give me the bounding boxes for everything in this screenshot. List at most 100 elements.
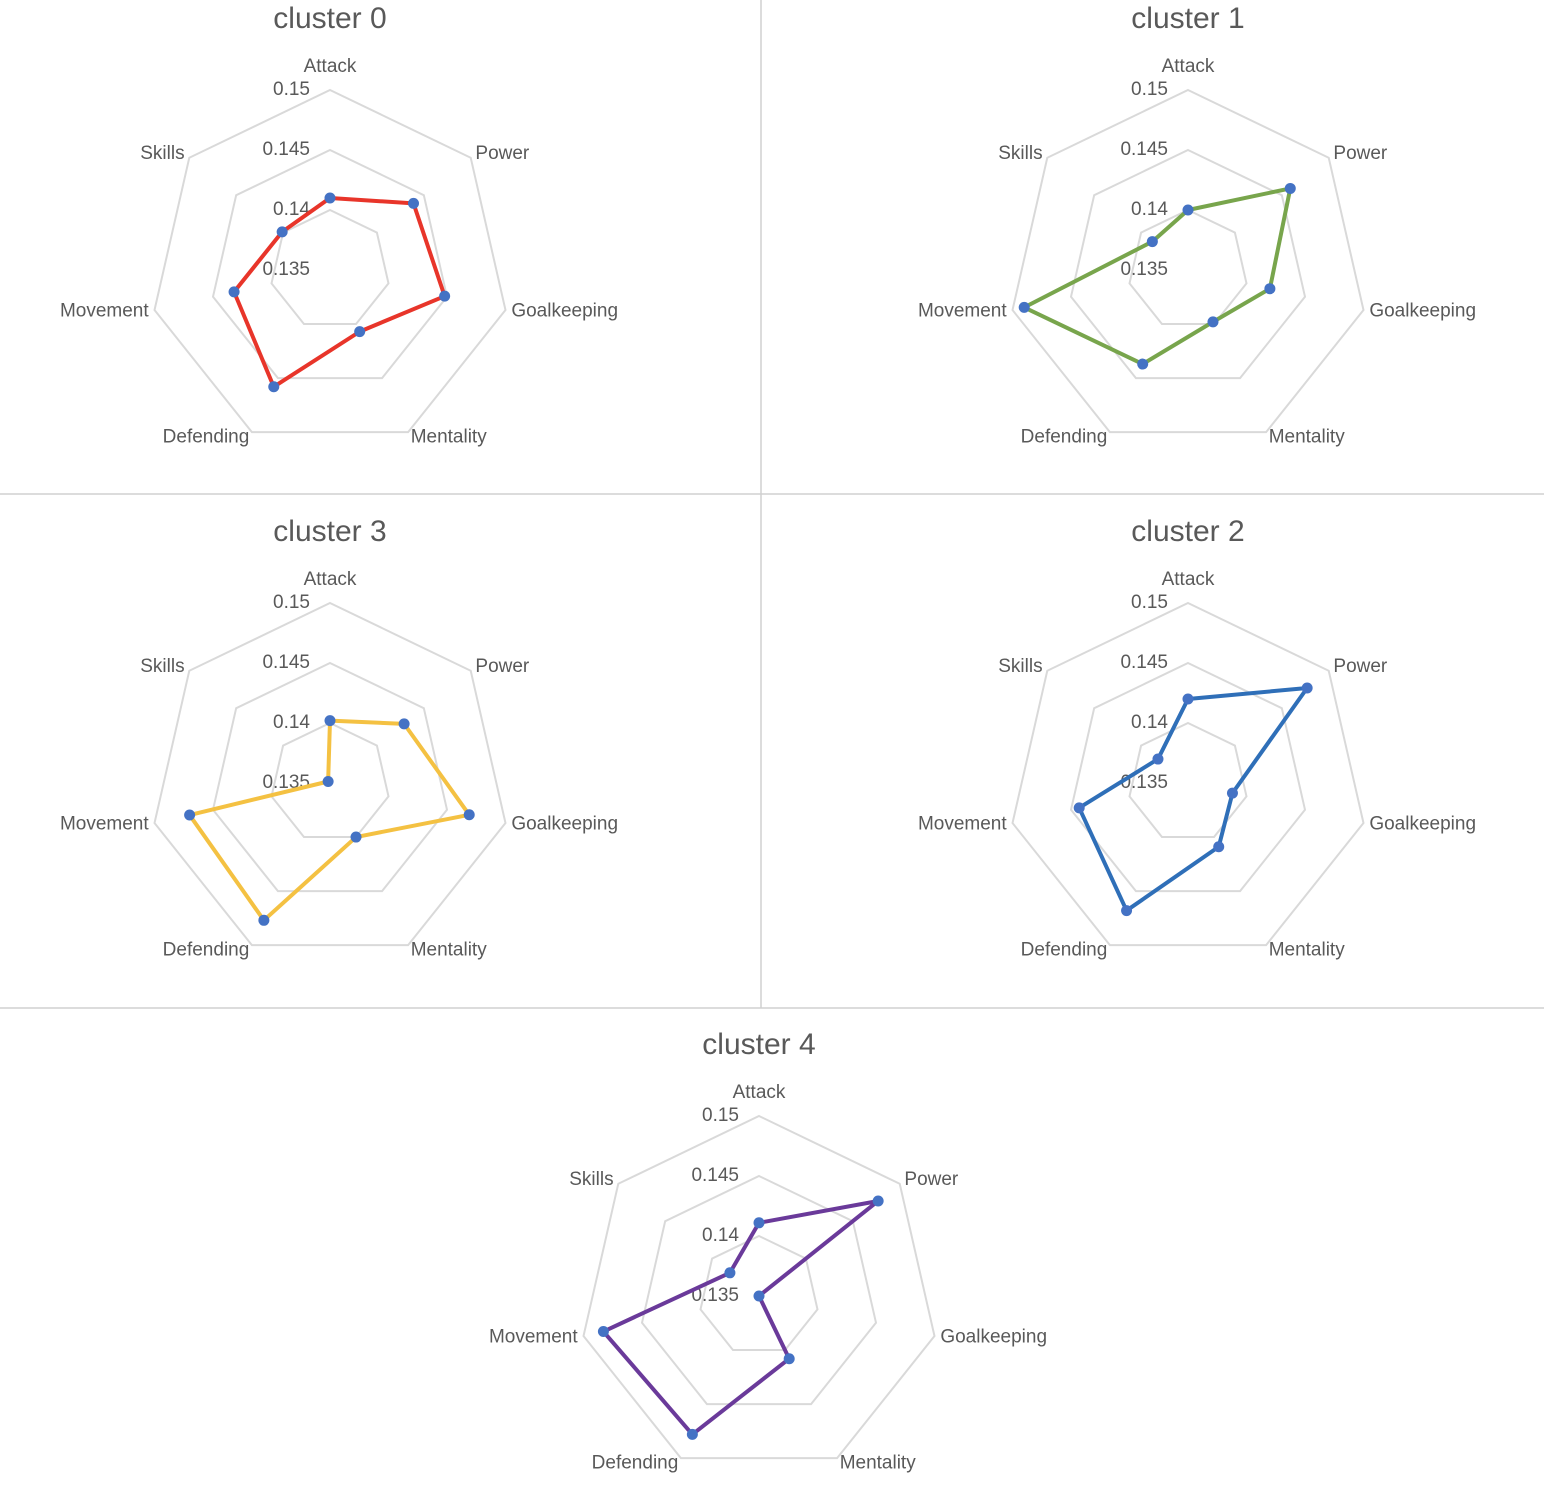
- grid-ring: [153, 601, 507, 947]
- grid-ring: [582, 1114, 936, 1460]
- tick-label: 0.145: [691, 1165, 739, 1186]
- category-label: Skills: [998, 656, 1042, 677]
- marker: [1284, 182, 1296, 194]
- tick-label: 0.15: [702, 1105, 739, 1126]
- marker: [753, 1217, 765, 1229]
- marker: [597, 1326, 609, 1338]
- category-label: Skills: [998, 143, 1042, 164]
- grid-ring: [1011, 601, 1365, 947]
- category-label: Goalkeeping: [1369, 813, 1476, 834]
- category-label: Defending: [163, 940, 250, 961]
- marker: [1182, 204, 1194, 216]
- tick-label: 0.14: [1131, 199, 1168, 220]
- tick-label: 0.145: [1120, 652, 1168, 673]
- category-label: Movement: [918, 300, 1007, 321]
- marker: [1207, 316, 1219, 328]
- category-label: Attack: [1162, 56, 1215, 77]
- marker: [872, 1195, 884, 1207]
- category-label: Goalkeeping: [511, 300, 618, 321]
- marker: [268, 381, 280, 393]
- marker: [686, 1428, 698, 1440]
- marker: [407, 197, 419, 209]
- chart-title: cluster 4: [702, 1028, 815, 1061]
- tick-label: 0.135: [691, 1285, 739, 1306]
- marker: [354, 326, 366, 338]
- series-line: [187, 718, 472, 923]
- marker: [439, 290, 451, 302]
- marker: [1152, 753, 1164, 765]
- series-line: [1077, 685, 1310, 913]
- marker: [276, 226, 288, 238]
- category-label: Movement: [489, 1326, 578, 1347]
- tick-label: 0.15: [273, 79, 310, 100]
- tick-label: 0.15: [1131, 79, 1168, 100]
- category-label: Movement: [60, 300, 149, 321]
- category-label: Goalkeeping: [1369, 300, 1476, 321]
- tick-label: 0.145: [262, 652, 310, 673]
- tick-label: 0.14: [1131, 712, 1168, 733]
- marker: [1146, 236, 1158, 248]
- category-label: Power: [475, 656, 530, 677]
- grid-ring: [153, 88, 507, 434]
- category-label: Skills: [569, 1169, 613, 1190]
- grid-ring: [1011, 88, 1365, 434]
- category-label: Goalkeeping: [940, 1326, 1047, 1347]
- chart-title: cluster 3: [273, 515, 386, 548]
- chart-title: cluster 1: [1131, 2, 1244, 35]
- tick-label: 0.135: [1120, 259, 1168, 280]
- marker: [724, 1267, 736, 1279]
- category-label: Attack: [304, 56, 357, 77]
- category-label: Attack: [733, 1082, 786, 1103]
- grid-ring: [211, 148, 449, 380]
- tick-label: 0.135: [262, 259, 310, 280]
- marker: [783, 1353, 795, 1365]
- category-label: Movement: [918, 813, 1007, 834]
- category-label: Movement: [60, 813, 149, 834]
- category-label: Power: [904, 1169, 959, 1190]
- category-label: Mentality: [411, 427, 488, 448]
- marker: [1018, 301, 1030, 313]
- category-label: Defending: [1021, 427, 1108, 448]
- grid-ring: [211, 661, 449, 893]
- tick-label: 0.14: [273, 712, 310, 733]
- marker: [463, 809, 475, 821]
- marker: [1182, 693, 1194, 705]
- marker: [1213, 841, 1225, 853]
- marker: [184, 809, 196, 821]
- category-label: Goalkeeping: [511, 813, 618, 834]
- marker: [350, 831, 362, 843]
- tick-label: 0.135: [1120, 772, 1168, 793]
- marker: [1121, 905, 1133, 917]
- grid-ring: [640, 1174, 878, 1406]
- chart-title: cluster 2: [1131, 515, 1244, 548]
- category-label: Power: [475, 143, 530, 164]
- grid-ring: [1069, 661, 1307, 893]
- marker: [1073, 802, 1085, 814]
- tick-label: 0.145: [262, 139, 310, 160]
- marker: [324, 192, 336, 204]
- category-label: Attack: [304, 569, 357, 590]
- marker: [1226, 787, 1238, 799]
- marker: [398, 718, 410, 730]
- category-label: Defending: [163, 427, 250, 448]
- category-label: Mentality: [411, 940, 488, 961]
- tick-label: 0.14: [702, 1225, 739, 1246]
- tick-label: 0.15: [273, 592, 310, 613]
- category-label: Mentality: [1269, 940, 1346, 961]
- grid-ring: [1128, 208, 1248, 326]
- marker: [322, 776, 334, 788]
- grid-ring: [270, 721, 390, 839]
- category-label: Defending: [592, 1453, 679, 1474]
- tick-label: 0.15: [1131, 592, 1168, 613]
- tick-label: 0.145: [1120, 139, 1168, 160]
- marker: [258, 914, 270, 926]
- series-line: [1022, 186, 1293, 367]
- category-label: Mentality: [1269, 427, 1346, 448]
- marker: [1301, 682, 1313, 694]
- category-label: Mentality: [840, 1453, 917, 1474]
- grid-ring: [1128, 721, 1248, 839]
- category-label: Power: [1333, 143, 1388, 164]
- category-label: Skills: [140, 656, 184, 677]
- series-line: [232, 196, 447, 389]
